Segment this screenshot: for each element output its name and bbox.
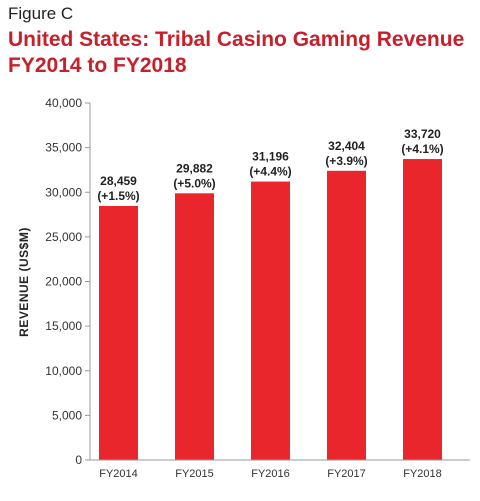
y-tick-label: 15,000 [45, 319, 82, 333]
figure-label: Figure C [8, 4, 74, 23]
y-tick-label: 40,000 [45, 96, 82, 110]
bar-fy2016 [251, 181, 290, 461]
x-tick-label: FY2017 [327, 468, 366, 480]
data-label-value: 33,720 [404, 127, 441, 141]
x-axis: FY2014 FY2015 FY2016 FY2017 FY2018 [90, 459, 470, 480]
y-tick-label: 20,000 [45, 275, 82, 289]
data-label-change: (+4.4%) [249, 165, 291, 179]
y-tick-label: 0 [75, 453, 82, 467]
y-tick-label: 25,000 [45, 230, 82, 244]
bar-fy2015 [175, 193, 214, 460]
x-tick-label: FY2014 [99, 468, 138, 480]
data-label-change: (+3.9%) [325, 154, 367, 168]
data-labels: 28,459(+1.5%) 29,882(+5.0%) 31,196(+4.4%) 3… [97, 127, 443, 203]
data-label-value: 31,196 [252, 150, 289, 164]
data-label-value: 28,459 [100, 174, 137, 188]
y-tick-label: 5,000 [52, 408, 82, 422]
bar-fy2018 [403, 159, 442, 460]
data-label-change: (+4.1%) [401, 142, 443, 156]
data-label-change: (+1.5%) [97, 189, 139, 203]
chart-title-line-1: United States: Tribal Casino Gaming Reve… [8, 28, 465, 51]
y-axis-label: REVENUE (US$M) [17, 227, 31, 337]
data-label-value: 29,882 [176, 161, 213, 175]
y-axis: 0 5,000 10,000 15,000 20,000 25,000 30,000 35,0… [45, 96, 91, 467]
y-tick-label: 35,000 [45, 141, 82, 155]
chart-title: United States: Tribal Casino Gaming Reve… [8, 27, 472, 79]
x-tick-label: FY2016 [251, 468, 290, 480]
data-label-change: (+5.0%) [173, 176, 215, 190]
chart-title-line-2: FY2014 to FY2018 [8, 54, 187, 77]
bars [99, 159, 442, 461]
bar-fy2017 [327, 170, 366, 460]
y-tick-label: 30,000 [45, 185, 82, 199]
data-label-value: 32,404 [328, 139, 365, 153]
bar-fy2014 [99, 206, 138, 460]
x-tick-label: FY2018 [403, 468, 442, 480]
y-tick-label: 10,000 [45, 364, 82, 378]
x-tick-label: FY2015 [175, 468, 214, 480]
